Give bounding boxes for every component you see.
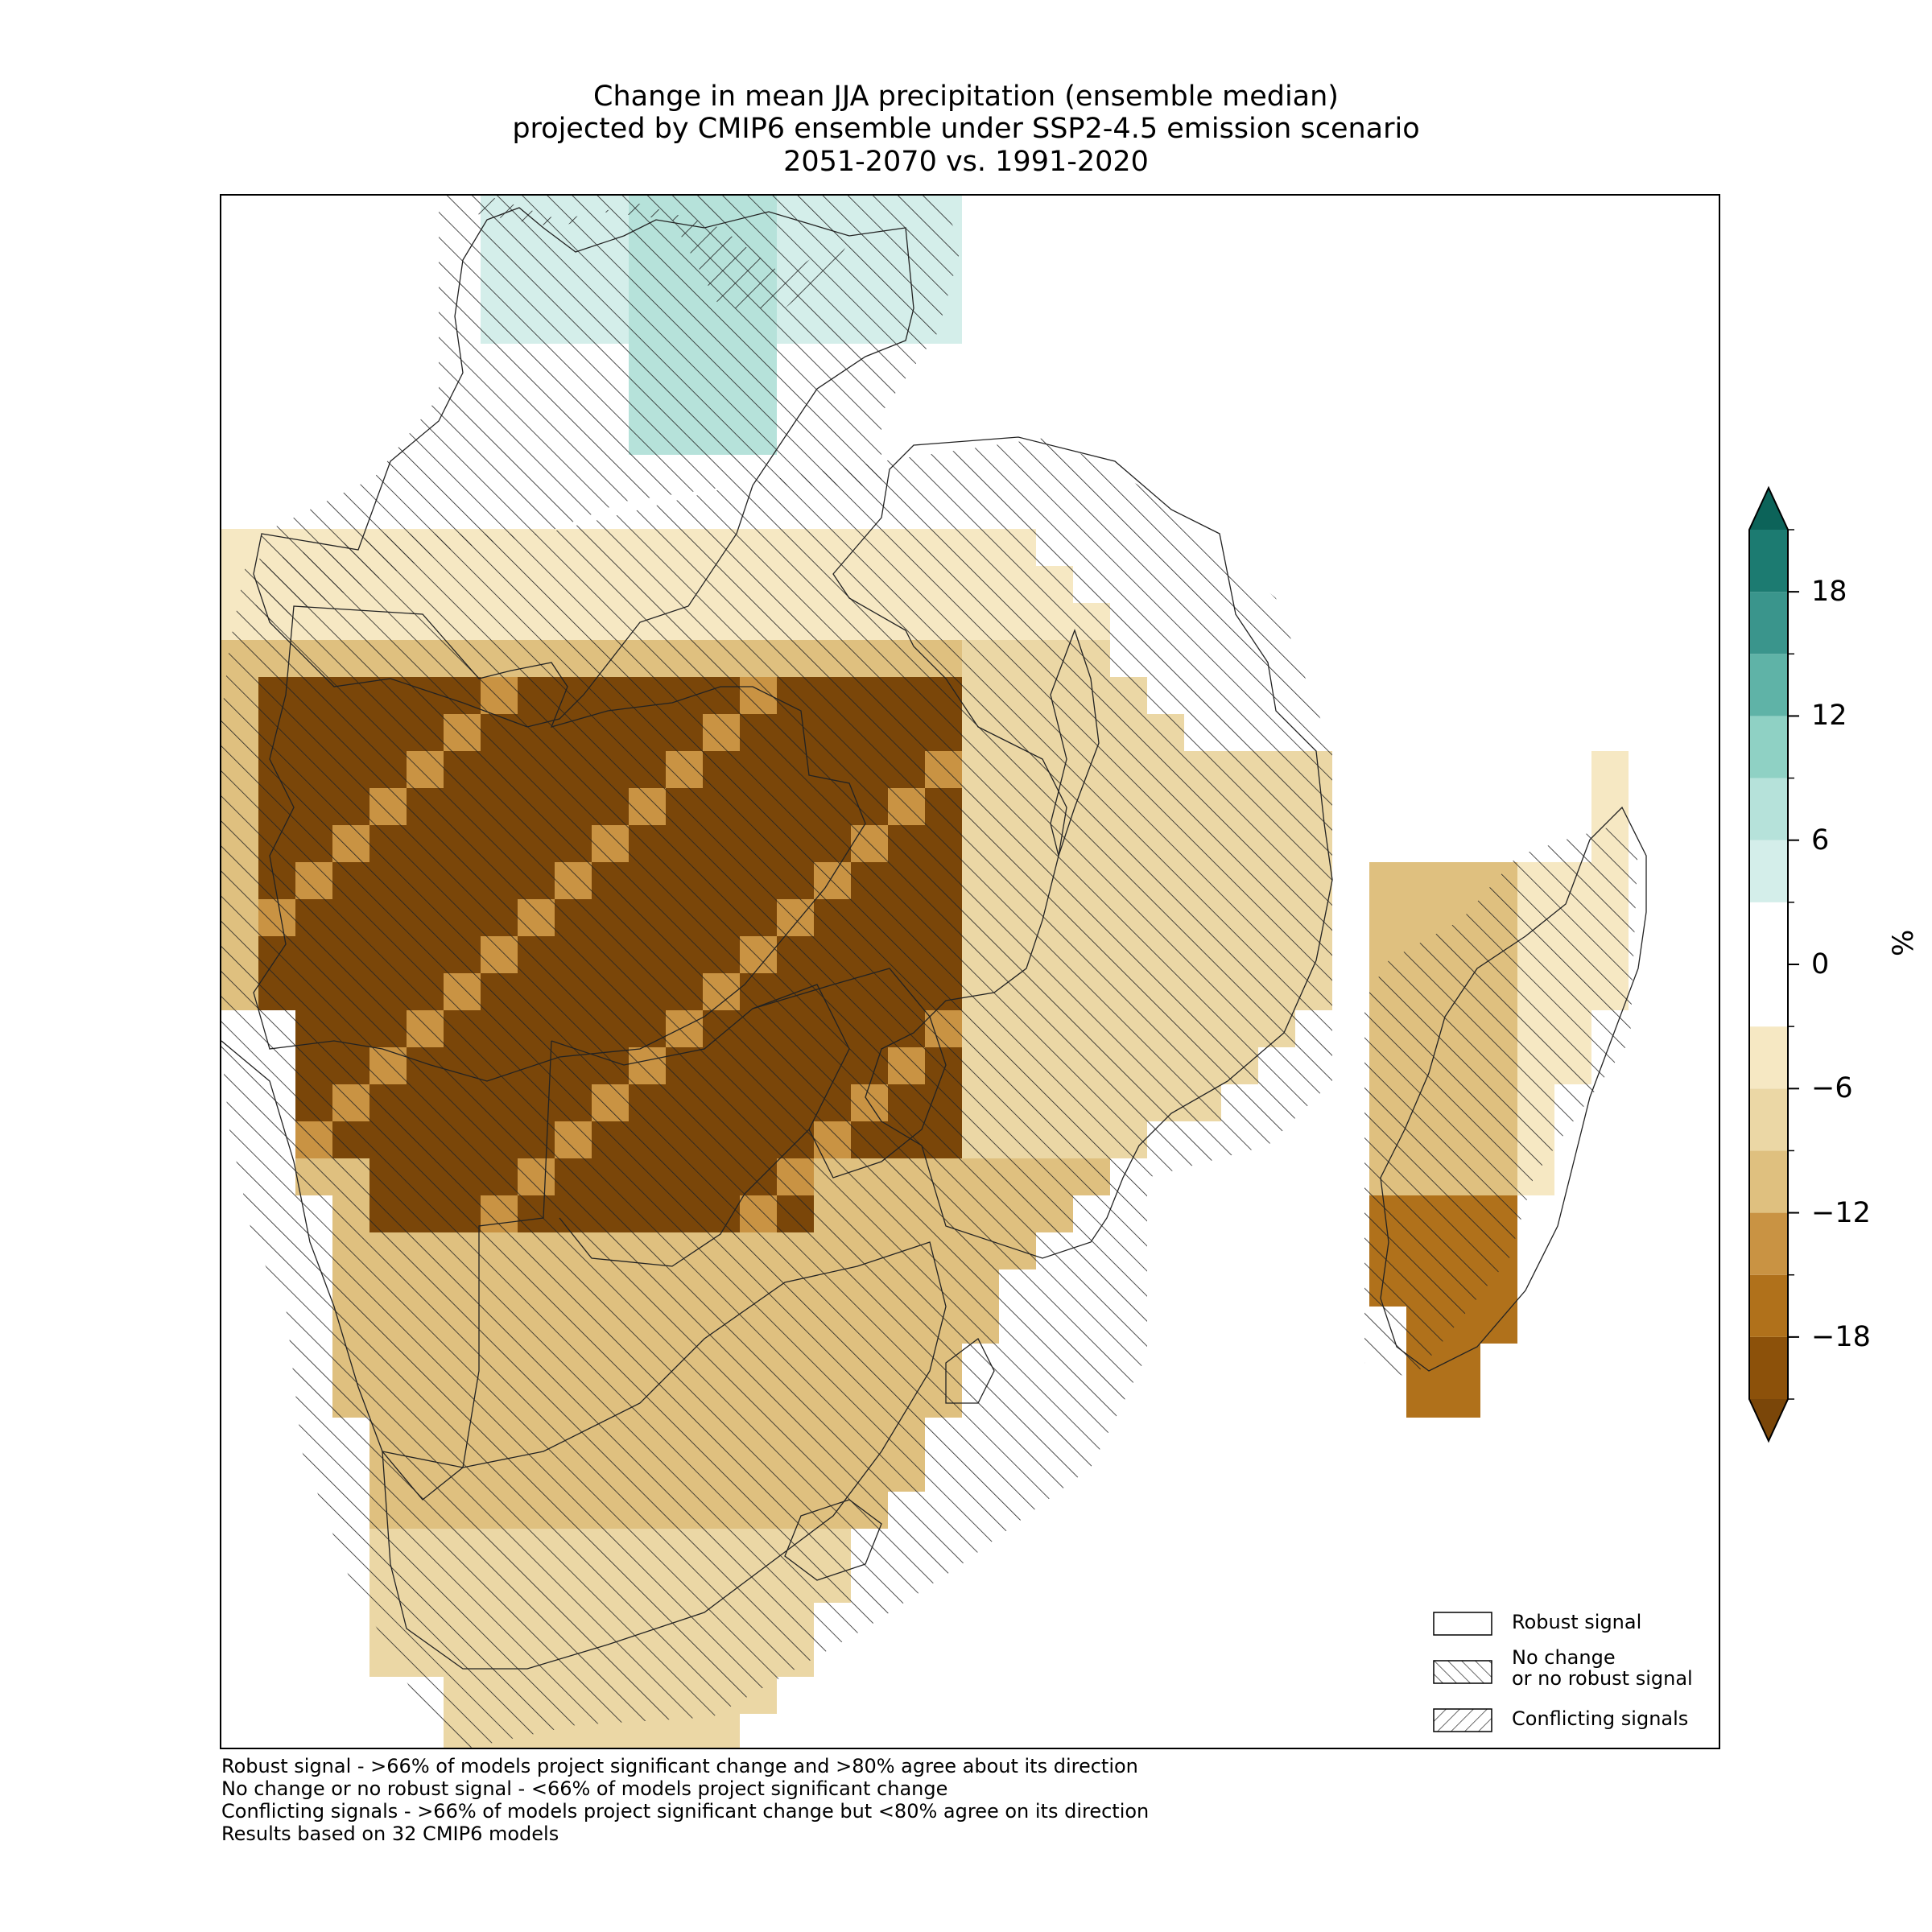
hatch-area-south xyxy=(221,437,1332,1748)
colorbar-segment xyxy=(1749,778,1788,840)
map-grid-cell xyxy=(1369,862,1406,899)
footnote-models: Results based on 32 CMIP6 models xyxy=(221,1823,559,1845)
footnotes: Robust signal - >66% of models project s… xyxy=(221,1755,1149,1845)
botswana-border xyxy=(551,984,850,1267)
precipitation-change-map xyxy=(221,196,1647,1748)
colorbar xyxy=(1748,485,1799,1443)
legend-swatch-no-change xyxy=(1433,1660,1492,1684)
colorbar-tick-label: 18 xyxy=(1811,576,1847,609)
south-africa-border xyxy=(382,1241,947,1670)
legend-label-conflicting: Conflicting signals xyxy=(1512,1707,1689,1730)
colorbar-segments xyxy=(1748,485,1799,1443)
map-grid-cell xyxy=(1591,751,1629,788)
madagascar-outline xyxy=(1380,806,1647,1372)
country-borders xyxy=(221,207,1647,1670)
map-grid-cell xyxy=(369,344,407,381)
legend-label-robust: Robust signal xyxy=(1512,1611,1642,1633)
map-grid-cell xyxy=(332,381,369,418)
map-grid-cell xyxy=(369,381,407,418)
colorbar-over-arrow xyxy=(1749,488,1788,530)
map-grid-cell xyxy=(1406,1381,1443,1418)
map-grid-cell xyxy=(1443,862,1480,899)
map-grid-cell xyxy=(369,307,407,344)
map-grid-cell xyxy=(407,307,444,344)
colorbar-segment xyxy=(1749,1336,1788,1399)
angola-zambia-border xyxy=(253,605,866,1082)
colorbar-segment xyxy=(1749,1150,1788,1213)
colorbar-segment xyxy=(1749,840,1788,902)
map-grid-cell xyxy=(1369,899,1406,936)
footnote-no-change: No change or no robust signal - <66% of … xyxy=(221,1777,948,1800)
chart-title-line-2: projected by CMIP6 ensemble under SSP2-4… xyxy=(512,113,1420,145)
colorbar-segment xyxy=(1749,716,1788,778)
colorbar-tick-label: −6 xyxy=(1811,1072,1853,1105)
hatch-area-madagascar xyxy=(1364,824,1638,1379)
conflicting-hatch-north xyxy=(463,196,857,308)
map-grid-cell xyxy=(221,529,258,566)
chart-title-line-1: Change in mean JJA precipitation (ensemb… xyxy=(593,80,1339,113)
tanzania-mozambique-border xyxy=(832,436,1333,1259)
colorbar-segment xyxy=(1749,902,1788,1027)
colorbar-tick-label: −12 xyxy=(1811,1196,1871,1229)
map-grid-cell xyxy=(295,455,332,492)
map-grid-cell xyxy=(1480,1307,1517,1344)
colorbar-tick-label: 6 xyxy=(1811,824,1830,857)
map-grid-cell xyxy=(703,1714,740,1748)
hatching-overlay xyxy=(221,196,1638,1748)
colorbar-segment xyxy=(1749,1274,1788,1337)
map-grid-cell xyxy=(1406,862,1443,899)
colorbar-under-arrow xyxy=(1749,1399,1788,1441)
legend-swatch-conflicting xyxy=(1433,1708,1492,1732)
map-grid-cell xyxy=(1406,899,1443,936)
eswatini-border xyxy=(945,1338,995,1404)
colorbar-tick-label: −18 xyxy=(1811,1320,1871,1353)
colorbar-tick-label: 12 xyxy=(1811,700,1847,733)
legend-label-no-change-2: or no robust signal xyxy=(1512,1667,1693,1690)
colorbar-segment xyxy=(1749,654,1788,716)
colorbar-unit: % xyxy=(1888,929,1920,956)
drc-border xyxy=(253,207,914,728)
map-grid-cell xyxy=(1443,1381,1480,1418)
map-grid-cell xyxy=(1443,1344,1480,1381)
colorbar-segment xyxy=(1749,592,1788,654)
map-panel: SADC CSC xyxy=(220,194,1720,1749)
colorbar-segment xyxy=(1749,1088,1788,1151)
colorbar-tick-label: 0 xyxy=(1811,948,1830,980)
legend-label-no-change-1: No change xyxy=(1512,1646,1616,1669)
map-grid-cell xyxy=(332,418,369,455)
colorbar-segment xyxy=(1749,1026,1788,1089)
footnote-robust: Robust signal - >66% of models project s… xyxy=(221,1755,1138,1777)
colorbar-segment xyxy=(1749,530,1788,592)
zimbabwe-border xyxy=(752,968,947,1179)
lesotho-border xyxy=(784,1499,882,1581)
legend-swatch-robust xyxy=(1433,1612,1492,1636)
map-grid-cell xyxy=(407,344,444,381)
map-grid-cell xyxy=(666,1714,703,1748)
footnote-conflicting: Conflicting signals - >66% of models pro… xyxy=(221,1800,1150,1823)
colorbar-segment xyxy=(1749,1212,1788,1275)
malawi-lake-border xyxy=(1050,629,1100,858)
chart-title-line-3: 2051-2070 vs. 1991-2020 xyxy=(783,146,1149,178)
